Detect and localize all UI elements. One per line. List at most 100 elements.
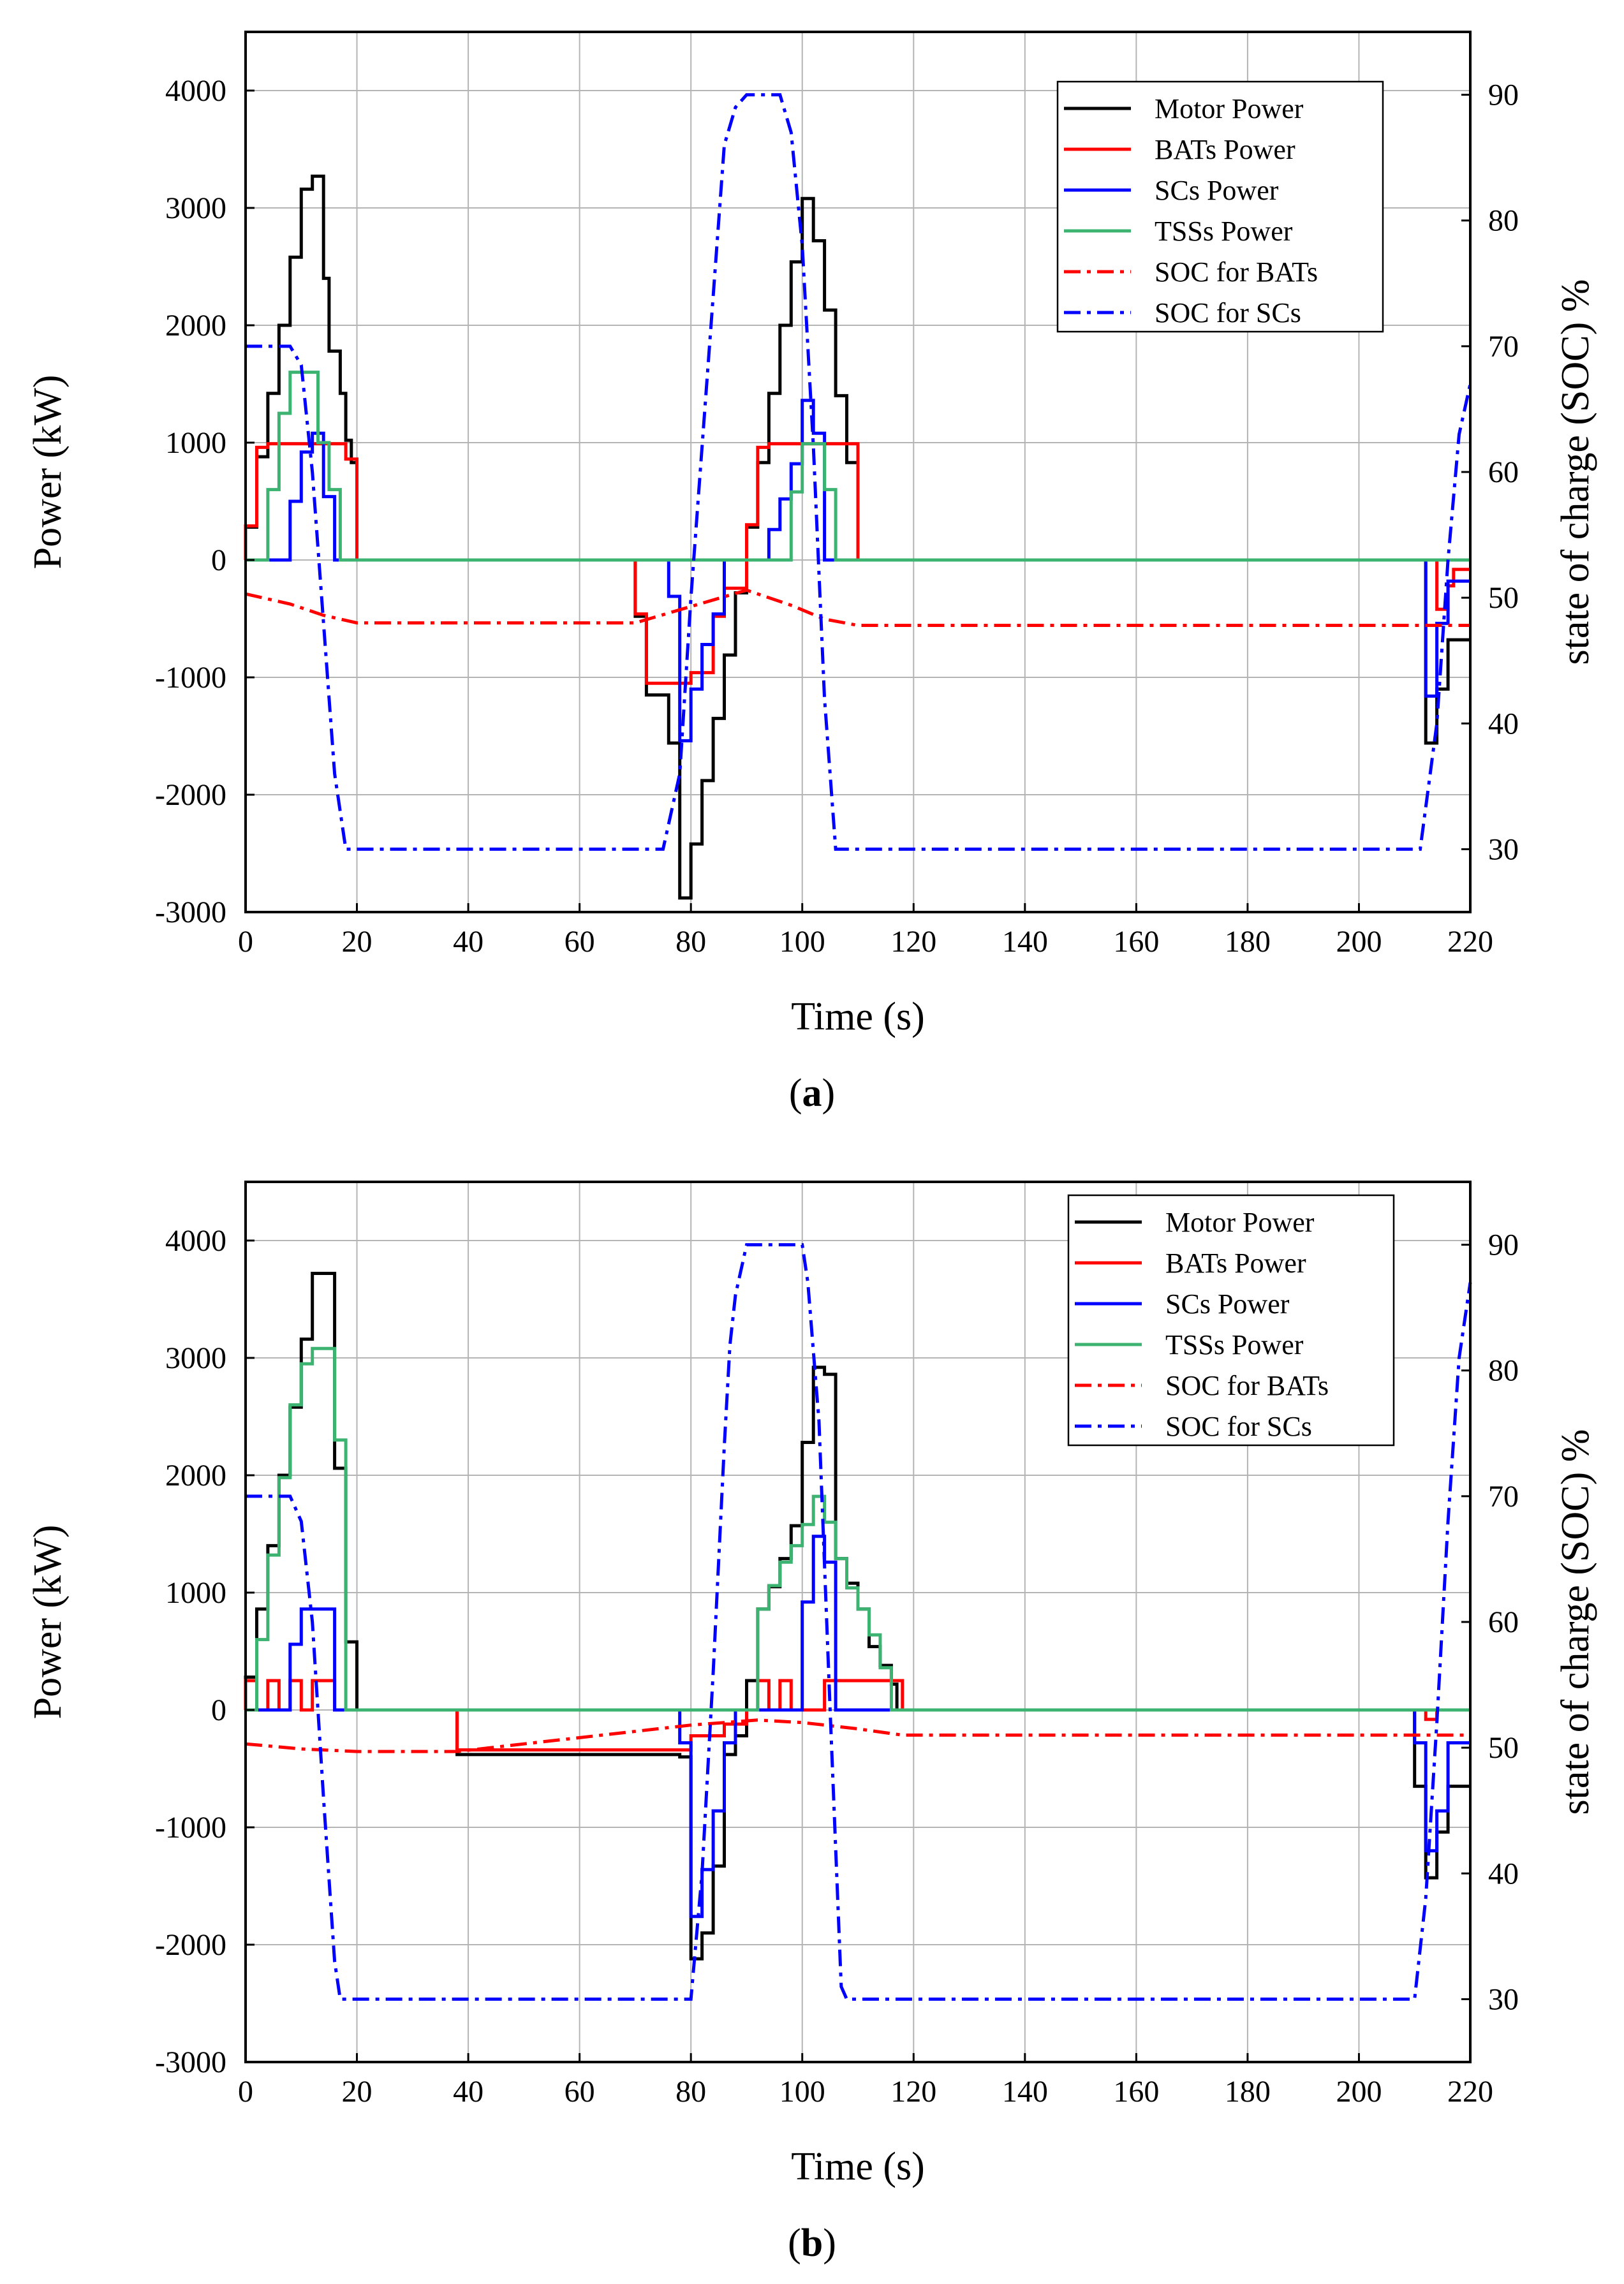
panel-b-x-tick-label: 40 bbox=[453, 2075, 484, 2109]
panel-b-y2-tick-label: 30 bbox=[1488, 1982, 1519, 2016]
panel-b-y2-ticks: 30 40 50 60 70 80 90 bbox=[1461, 1228, 1519, 2016]
panel-b-y-axis-label: Power (kW) bbox=[26, 1525, 70, 1720]
panel-a-y-tick-label: 4000 bbox=[165, 74, 226, 108]
panel-b-x-tick-label: 160 bbox=[1113, 2075, 1159, 2109]
panel-b-legend-label-scs-power: SCs Power bbox=[1165, 1288, 1290, 1320]
panel-a-x-tick-label: 100 bbox=[779, 925, 825, 959]
panel-a: 0 20 40 60 80 100 120 140 160 180 200 220 -3000 -200… bbox=[26, 31, 1597, 1115]
panel-b-caption-close: ) bbox=[823, 2221, 836, 2265]
panel-b-series-scs-power bbox=[246, 1535, 1470, 1919]
panel-b-x-ticks: 0 20 40 60 80 100 120 140 160 180 200 220 bbox=[238, 2053, 1493, 2109]
panel-a-y2-tick-label: 30 bbox=[1488, 832, 1519, 866]
panel-b-y2-tick-label: 90 bbox=[1488, 1228, 1519, 1262]
panel-b-y-tick-label: -3000 bbox=[155, 2045, 226, 2079]
panel-b-legend-label-bats-power: BATs Power bbox=[1165, 1248, 1306, 1279]
panel-b-y-tick-label: 0 bbox=[211, 1693, 226, 1727]
panel-a-y2-tick-label: 80 bbox=[1488, 204, 1519, 238]
panel-a-y-tick-label: 2000 bbox=[165, 309, 226, 343]
panel-b-y2-tick-label: 80 bbox=[1488, 1354, 1519, 1388]
panel-b-x-tick-label: 20 bbox=[342, 2075, 373, 2109]
panel-b-y2-axis-label: state of charge (SOC) % bbox=[1554, 1429, 1597, 1815]
panel-a-x-tick-label: 80 bbox=[675, 925, 706, 959]
panel-b-y2-tick-label: 50 bbox=[1488, 1731, 1519, 1765]
panel-b-legend: Motor Power BATs Power SCs Power TSSs Power… bbox=[1067, 1194, 1395, 1447]
panel-a-legend-label-soc-for-scs: SOC for SCs bbox=[1155, 297, 1301, 328]
panel-b-x-tick-label: 80 bbox=[675, 2075, 706, 2109]
panel-b-y2-tick-label: 70 bbox=[1488, 1480, 1519, 1514]
panel-a-y2-tick-label: 90 bbox=[1488, 78, 1519, 112]
panel-a-caption-letter: a bbox=[802, 1072, 822, 1115]
panel-a-series-soc-for-scs bbox=[246, 93, 1472, 851]
panel-b-legend-label-tsss-power: TSSs Power bbox=[1165, 1329, 1304, 1360]
panel-b-x-tick-label: 180 bbox=[1225, 2075, 1271, 2109]
panel-a-y2-axis-label: state of charge (SOC) % bbox=[1554, 279, 1597, 665]
panel-b-y2-tick-label: 40 bbox=[1488, 1857, 1519, 1890]
panel-b-y-tick-label: -1000 bbox=[155, 1811, 226, 1845]
panel-a-legend-rows: Motor Power BATs Power SCs Power TSSs Power… bbox=[1064, 93, 1318, 328]
panel-b-x-tick-label: 200 bbox=[1336, 2075, 1382, 2109]
panel-a-legend-box bbox=[1056, 80, 1384, 333]
panel-a-caption: (a) bbox=[789, 1072, 835, 1115]
panel-a-x-ticks: 0 20 40 60 80 100 120 140 160 180 200 220 bbox=[238, 903, 1493, 959]
panel-a-y-tick-label: 1000 bbox=[165, 426, 226, 460]
panel-b-y-tick-label: 1000 bbox=[165, 1576, 226, 1610]
panel-b-series bbox=[244, 1243, 1472, 2001]
panel-b-y-tick-label: -2000 bbox=[155, 1928, 226, 1962]
panel-a-y2-ticks: 30 40 50 60 70 80 90 bbox=[1461, 78, 1519, 866]
panel-a-y2-tick-label: 70 bbox=[1488, 330, 1519, 364]
panel-a-x-tick-label: 180 bbox=[1225, 925, 1271, 959]
panel-a-caption-open: ( bbox=[789, 1072, 802, 1115]
panel-b-series-soc-for-bats bbox=[245, 1718, 1470, 1753]
panel-b-y-tick-label: 4000 bbox=[165, 1224, 226, 1258]
panel-b-caption-letter: b bbox=[801, 2221, 823, 2265]
panel-b-x-tick-label: 120 bbox=[890, 2075, 936, 2109]
panel-a-series-soc-for-bats bbox=[245, 588, 1470, 627]
panel-a-legend-label-soc-for-bats: SOC for BATs bbox=[1155, 256, 1318, 288]
panel-a-x-tick-label: 220 bbox=[1447, 925, 1493, 959]
panel-a-y2-tick-label: 50 bbox=[1488, 581, 1519, 615]
panel-b-series-bats-power bbox=[244, 1679, 1470, 1752]
panel-a-y-ticks: -3000 -2000 -1000 0 1000 2000 3000 4000 bbox=[155, 74, 255, 929]
panel-b-x-tick-label: 220 bbox=[1447, 2075, 1493, 2109]
panel-a-x-tick-label: 200 bbox=[1336, 925, 1382, 959]
panel-b-legend-label-motor-power: Motor Power bbox=[1165, 1207, 1315, 1238]
panel-b-y-tick-label: 3000 bbox=[165, 1341, 226, 1375]
panel-a-series bbox=[244, 93, 1472, 900]
panel-b-legend-box bbox=[1067, 1194, 1395, 1447]
panel-a-x-tick-label: 140 bbox=[1002, 925, 1048, 959]
panel-a-series-motor-power bbox=[244, 174, 1470, 900]
panel-a-legend-label-motor-power: Motor Power bbox=[1155, 93, 1304, 124]
panel-a-y2-tick-label: 40 bbox=[1488, 707, 1519, 740]
panel-a-x-axis-label: Time (s) bbox=[791, 995, 925, 1038]
panel-b-x-tick-label: 140 bbox=[1002, 2075, 1048, 2109]
panel-a-y-axis-label: Power (kW) bbox=[26, 375, 70, 570]
panel-a-x-tick-label: 160 bbox=[1113, 925, 1159, 959]
panel-a-y-tick-label: 3000 bbox=[165, 191, 226, 225]
panel-b-x-tick-label: 100 bbox=[779, 2075, 825, 2109]
panel-a-y-tick-label: -3000 bbox=[155, 895, 226, 929]
panel-b-y-tick-label: 2000 bbox=[165, 1459, 226, 1492]
panel-b-series-soc-for-scs bbox=[246, 1243, 1472, 2001]
panel-b-legend-label-soc-for-bats: SOC for BATs bbox=[1165, 1370, 1329, 1401]
panel-b-legend-rows: Motor Power BATs Power SCs Power TSSs Power… bbox=[1075, 1207, 1329, 1442]
panel-a-legend-label-bats-power: BATs Power bbox=[1155, 134, 1296, 165]
panel-a-caption-close: ) bbox=[822, 1072, 836, 1115]
panel-a-series-tsss-power bbox=[246, 371, 1470, 562]
panel-a-legend: Motor Power BATs Power SCs Power TSSs Power… bbox=[1056, 80, 1384, 333]
panel-b-y-ticks: -3000 -2000 -1000 0 1000 2000 3000 4000 bbox=[155, 1224, 255, 2079]
panel-b-x-tick-label: 60 bbox=[565, 2075, 595, 2109]
panel-a-y-tick-label: 0 bbox=[211, 543, 226, 577]
panel-b: 0 20 40 60 80 100 120 140 160 180 200 220 -3000 -200… bbox=[26, 1181, 1597, 2265]
panel-a-y-tick-label: -1000 bbox=[155, 661, 226, 695]
panel-b-x-tick-label: 0 bbox=[238, 2075, 253, 2109]
panel-a-x-tick-label: 20 bbox=[342, 925, 373, 959]
panel-b-caption: (b) bbox=[788, 2221, 836, 2265]
panel-b-series-tsss-power bbox=[246, 1346, 1470, 1712]
panel-a-legend-label-tsss-power: TSSs Power bbox=[1155, 216, 1293, 247]
panel-a-y2-tick-label: 60 bbox=[1488, 455, 1519, 489]
panel-b-caption-open: ( bbox=[788, 2221, 801, 2265]
panel-a-x-tick-label: 120 bbox=[890, 925, 936, 959]
panel-a-x-tick-label: 40 bbox=[453, 925, 484, 959]
